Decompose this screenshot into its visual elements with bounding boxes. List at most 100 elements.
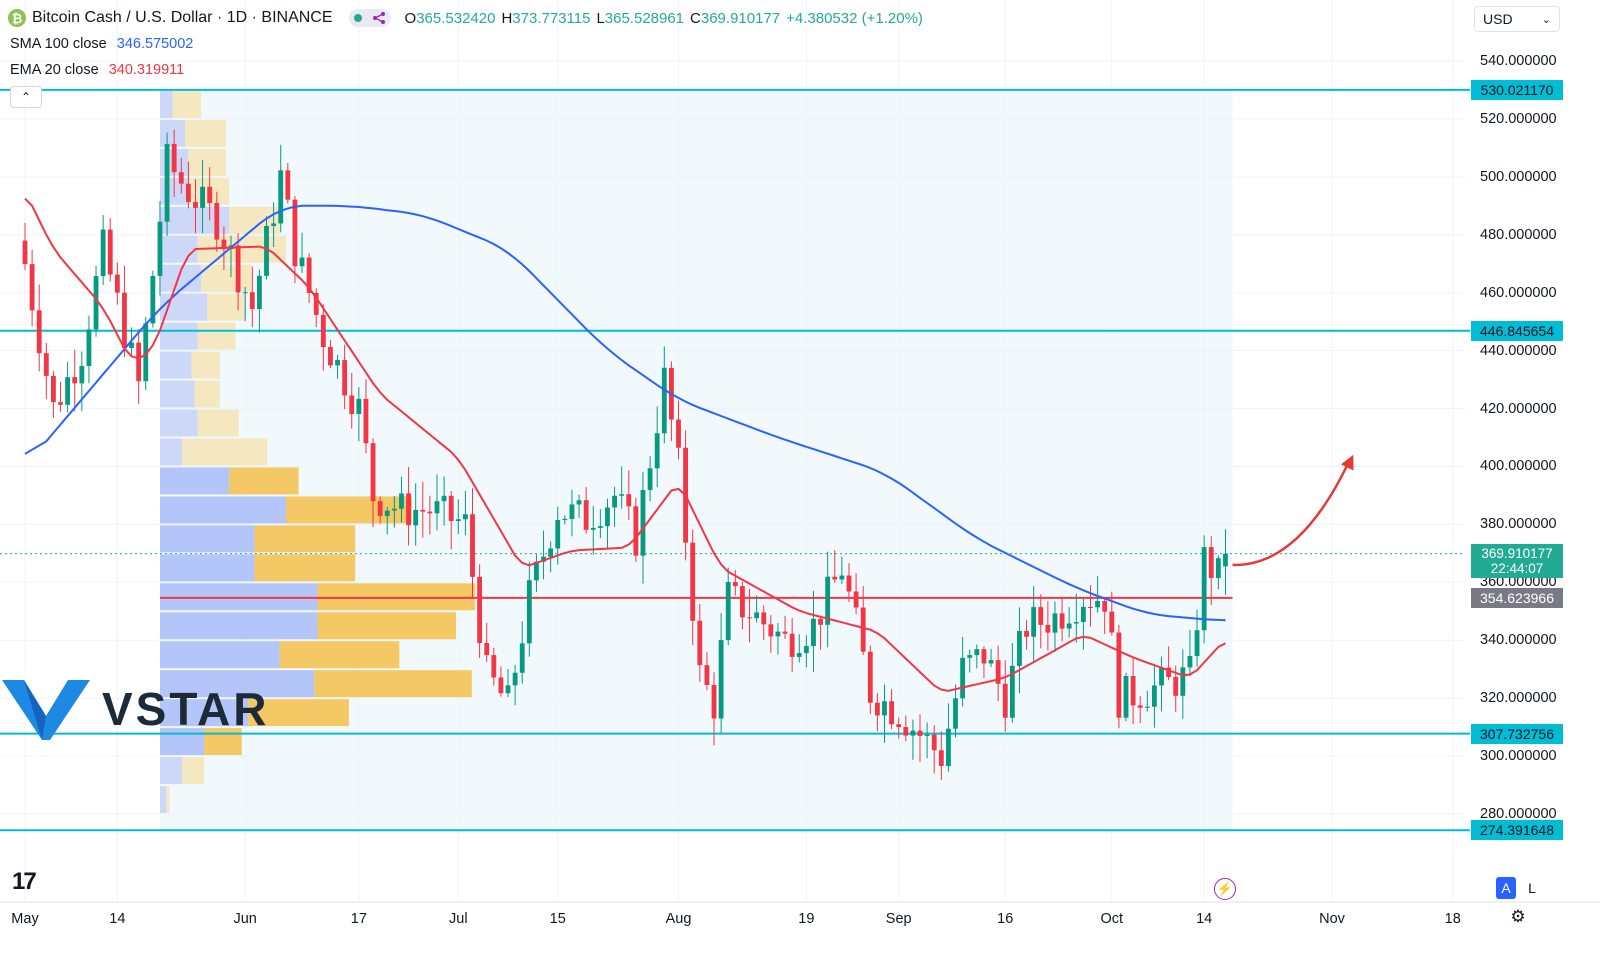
candle-body (1166, 667, 1172, 677)
ohlc-change: +4.380532 (+1.20%) (786, 9, 923, 27)
vp-up-bar (159, 496, 286, 524)
vp-down-bar (172, 90, 201, 118)
poc-price-value: 354.623966 (1480, 589, 1554, 606)
settings-gear-icon[interactable]: ⚙ (1510, 907, 1526, 926)
vp-up-bar (159, 583, 318, 611)
vp-down-bar (188, 148, 227, 176)
candle-body (58, 402, 63, 405)
candle-body (43, 353, 49, 376)
vp-down-bar (191, 351, 220, 379)
projection-arrow-head (1340, 454, 1354, 471)
time-tick-label: May (11, 911, 39, 927)
candle-body (441, 495, 447, 502)
last-price-tag: 369.910177 22:44:07 (1471, 543, 1563, 578)
candle-body (1180, 667, 1186, 696)
candle-body (946, 728, 951, 766)
log-scale-button[interactable]: L (1522, 877, 1542, 899)
ema-legend[interactable]: EMA 20 close 340.319911 (10, 62, 184, 78)
level-tag-307: 307.732756 (1471, 723, 1563, 744)
price-tick-label: 520.000000 (1480, 110, 1557, 127)
candle-body (825, 576, 831, 625)
candle-body (782, 631, 788, 634)
candle-body (1066, 623, 1072, 629)
volume-profile (159, 90, 475, 813)
candle-body (93, 276, 99, 330)
countdown-value: 22:44:07 (1490, 560, 1544, 576)
candle-body (811, 618, 816, 647)
ohlc-close: C369.910177 (690, 9, 781, 27)
candle-body (775, 631, 781, 637)
chevron-down-icon: ⌄ (1541, 13, 1551, 26)
candle-body (72, 377, 78, 384)
collapse-legend-button[interactable]: ⌃ (10, 86, 42, 108)
candle-body (50, 375, 56, 403)
currency-selector[interactable]: USD ⌄ (1474, 6, 1560, 32)
tradingview-logo-icon[interactable]: 17 (12, 868, 37, 895)
candle-body (633, 506, 639, 556)
candle-body (65, 377, 71, 405)
candle-body (79, 365, 85, 384)
time-tick-label: Aug (665, 911, 692, 927)
log-scale-label: L (1528, 880, 1536, 896)
candle-body (903, 727, 909, 736)
candle-body (676, 419, 681, 448)
sma-legend[interactable]: SMA 100 close 346.575002 (10, 36, 193, 52)
candle-body (306, 257, 312, 293)
candle-body (910, 730, 916, 736)
candle-body (1080, 607, 1086, 622)
candle-body (107, 229, 113, 275)
candle-body (832, 576, 838, 580)
candles (22, 129, 1228, 781)
vp-up-bar (159, 235, 198, 263)
ohlc-open: O365.532420 (404, 9, 496, 27)
chart-status-pill[interactable] (348, 9, 391, 27)
candle-body (477, 576, 483, 643)
level-value: 274.391648 (1480, 822, 1554, 839)
bitcoin-cash-icon: ₿ (8, 9, 26, 27)
vp-down-bar (317, 612, 457, 640)
candle-body (647, 468, 653, 490)
candle-body (619, 494, 625, 496)
candle-body (967, 655, 973, 658)
price-tick-label: 340.000000 (1480, 632, 1557, 649)
vp-down-bar (182, 757, 205, 785)
vp-down-bar (182, 438, 268, 466)
candle-body (818, 618, 823, 625)
vp-down-bar (185, 119, 227, 147)
level-value: 530.021170 (1480, 81, 1554, 98)
symbol-title[interactable]: Bitcoin Cash / U.S. Dollar · 1D · BINANC… (32, 9, 333, 26)
candle-body (981, 649, 987, 664)
candle-body (1187, 656, 1193, 668)
vp-down-bar (248, 699, 349, 727)
candle-body (335, 360, 340, 366)
candle-body (1130, 676, 1136, 706)
time-tick-label: 14 (109, 911, 126, 927)
time-tick-label: 17 (350, 911, 367, 927)
price-tick-label: 320.000000 (1480, 690, 1557, 707)
candle-body (960, 657, 966, 699)
candle-body (157, 221, 163, 276)
candle-body (974, 649, 980, 656)
candle-body (1059, 613, 1065, 629)
candle-body (278, 170, 284, 224)
candle-body (377, 501, 383, 516)
candle-body (1017, 630, 1022, 666)
vp-down-bar (166, 786, 170, 813)
candle-body (803, 646, 809, 654)
candle-body (491, 655, 497, 678)
vp-up-bar (159, 641, 280, 669)
candle-body (640, 489, 646, 556)
candle-body (200, 186, 205, 208)
candle-body (221, 239, 227, 250)
candle-body (747, 617, 752, 619)
flash-icon[interactable]: ⚡ (1214, 878, 1236, 900)
vp-up-bar (159, 438, 183, 466)
vstar-logo: VSTAR (2, 676, 270, 742)
candle-body (164, 143, 170, 222)
vp-up-bar (159, 467, 230, 495)
candle-body (796, 653, 802, 657)
auto-scale-button[interactable]: A (1496, 877, 1516, 899)
candle-body (626, 494, 632, 507)
candle-body (100, 229, 106, 277)
